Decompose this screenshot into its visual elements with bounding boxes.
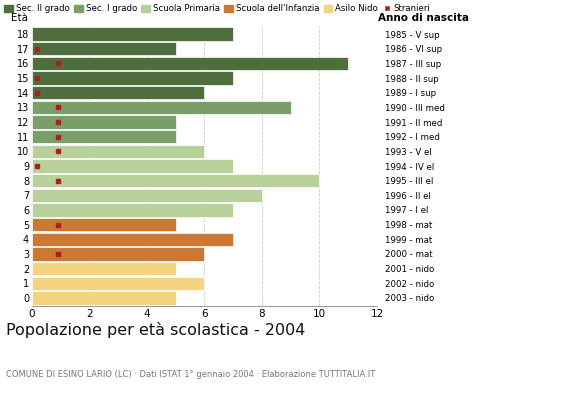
Bar	[32, 42, 176, 56]
Bar	[32, 71, 233, 85]
Text: Anno di nascita: Anno di nascita	[378, 13, 469, 23]
Text: COMUNE DI ESINO LARIO (LC) · Dati ISTAT 1° gennaio 2004 · Elaborazione TUTTITALI: COMUNE DI ESINO LARIO (LC) · Dati ISTAT …	[6, 370, 375, 379]
Bar	[32, 262, 176, 275]
Bar	[32, 232, 233, 246]
Bar	[32, 174, 320, 188]
Bar	[32, 247, 205, 261]
Bar	[32, 276, 205, 290]
Bar	[32, 291, 176, 305]
Bar	[32, 188, 262, 202]
Text: Età: Età	[11, 13, 28, 23]
Bar	[32, 203, 233, 217]
Bar	[32, 130, 176, 144]
Bar	[32, 218, 176, 231]
Bar	[32, 101, 291, 114]
Bar	[32, 57, 348, 70]
Bar	[32, 159, 233, 173]
Legend: Sec. II grado, Sec. I grado, Scuola Primaria, Scuola dell'Infanzia, Asilo Nido, : Sec. II grado, Sec. I grado, Scuola Prim…	[4, 4, 430, 13]
Bar	[32, 115, 176, 129]
Bar	[32, 86, 205, 100]
Bar	[32, 144, 205, 158]
Bar	[32, 27, 233, 41]
Text: Popolazione per età scolastica - 2004: Popolazione per età scolastica - 2004	[6, 322, 305, 338]
